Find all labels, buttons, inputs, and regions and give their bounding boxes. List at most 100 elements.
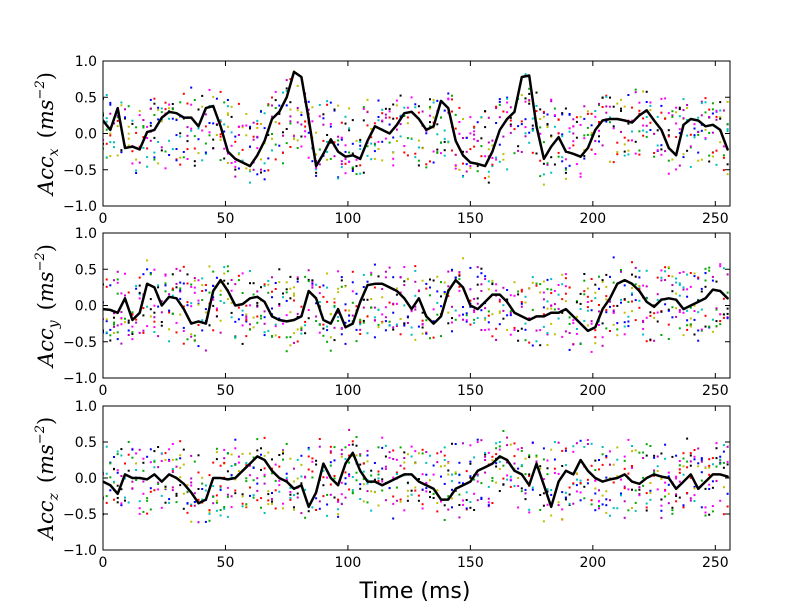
sample-dot [403,280,406,283]
sample-dot [572,502,575,505]
sample-dot [193,164,196,167]
sample-dot [623,143,626,146]
y-tick-label: −1.0 [63,199,97,215]
sample-dot [237,279,240,282]
sample-dot [564,449,567,452]
sample-dot [524,295,527,298]
sample-dot [708,108,711,111]
sample-dot [340,481,343,484]
sample-dot [531,276,534,279]
sample-dot [226,152,229,155]
sample-dot [414,486,417,489]
sample-dot [642,117,645,120]
sample-dot [127,334,130,336]
sample-dot [550,307,553,310]
sample-dot [271,290,273,293]
sample-dot [638,285,641,287]
sample-dot [495,481,498,484]
sample-dot [410,489,413,492]
sample-dot [634,266,637,269]
sample-dot [348,454,351,457]
sample-dot [252,121,255,124]
sample-dot [340,136,343,139]
sample-dot [704,97,707,100]
sample-dot [465,491,468,494]
y-tick-label: −0.5 [63,507,97,523]
sample-dot [509,125,512,128]
sample-dot [689,272,692,274]
sample-dot [359,323,362,326]
sample-dot [127,105,130,108]
sample-dot [282,322,284,325]
sample-dot [506,474,509,477]
y-tick-label: −0.5 [63,335,97,351]
sample-dot [616,328,619,331]
sample-dot [403,451,406,454]
sample-dot [564,447,567,450]
sample-dot [513,294,516,297]
sample-dot [451,321,453,324]
sample-dot [190,504,193,507]
sample-dot [296,492,299,495]
sample-dot [693,318,696,321]
sample-dot [406,116,409,119]
sample-dot [131,338,134,341]
sample-dot [113,122,115,125]
sample-dot [498,98,501,101]
sample-dot [653,456,656,459]
sample-dot [153,326,156,329]
sample-dot [649,338,652,341]
sample-dot [395,473,398,475]
sample-dot [395,128,398,131]
sample-dot [168,340,171,343]
sample-dot [318,292,321,295]
sample-dot [473,130,476,133]
sample-dot [219,120,222,123]
sample-dot [513,462,516,465]
sample-dot [212,122,215,125]
sample-dot [109,112,112,115]
sample-dot [381,489,384,492]
sample-dot [179,440,182,443]
sample-dot [568,502,571,505]
sample-dot [113,498,115,501]
sample-dot [594,140,597,142]
sample-dot [237,102,240,105]
sample-dot [300,123,303,126]
sample-dot [333,477,336,480]
sample-dot [197,303,200,306]
sample-dot [271,458,273,461]
sample-dot [689,165,692,168]
sample-dot [241,124,244,127]
sample-dot [642,333,645,336]
sample-dot [509,106,512,109]
sample-dot [311,457,314,460]
sample-dot [249,323,251,326]
sample-dot [315,459,318,462]
sample-dot [517,293,520,296]
sample-dot [186,304,189,307]
sample-dot [542,504,545,507]
sample-dot [484,110,487,113]
sample-dot [531,127,534,130]
sample-dot [392,495,395,498]
sample-dot [399,94,402,97]
sample-dot [249,127,251,130]
sample-dot [164,485,167,488]
sample-dot [520,327,523,330]
sample-dot [425,163,428,166]
sample-dot [601,280,604,283]
sample-dot [285,128,288,130]
sample-dot [520,447,523,449]
sample-dot [502,317,505,320]
sample-dot [116,324,119,327]
sample-dot [546,163,549,166]
sample-dot [289,115,292,118]
sample-dot [495,122,498,124]
sample-dot [212,495,215,498]
sample-dot [153,97,156,100]
sample-dot [215,458,218,461]
sample-dot [263,322,266,325]
sample-dot [476,139,479,142]
sample-dot [274,325,277,328]
